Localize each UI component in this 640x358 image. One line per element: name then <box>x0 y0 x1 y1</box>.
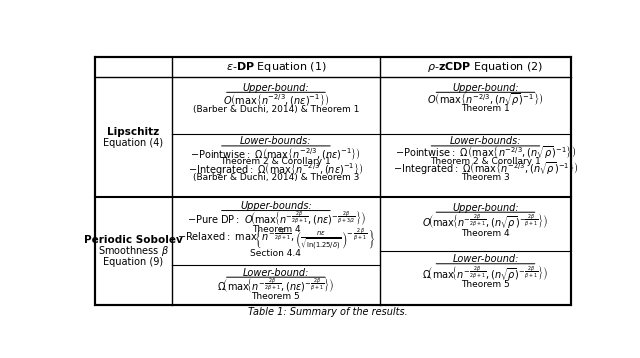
Text: $O\left(\max\left\{n^{-2/3}, (n\epsilon)^{-1}\right\}\right)$: $O\left(\max\left\{n^{-2/3}, (n\epsilon)… <box>223 92 329 107</box>
Text: Upper-bound:: Upper-bound: <box>243 83 309 93</box>
Text: $\mathrm{-Pointwise:}\ \Omega\left(\max\left\{n^{-2/3}, (n\sqrt{\rho})^{-1}\righ: $\mathrm{-Pointwise:}\ \Omega\left(\max\… <box>395 145 576 161</box>
Text: Theorem 3: Theorem 3 <box>461 173 510 182</box>
Text: Lipschitz: Lipschitz <box>107 127 159 137</box>
Text: $O\!\left(\max\!\left\{n^{-\frac{2\beta}{2\beta+1}}, (n\sqrt{\rho})^{-\frac{2\be: $O\!\left(\max\!\left\{n^{-\frac{2\beta}… <box>422 213 548 231</box>
Text: $\mathrm{-Pure\ DP:}\ O\!\left(\max\!\left\{n^{-\frac{2\beta}{2\beta+1}}, (n\eps: $\mathrm{-Pure\ DP:}\ O\!\left(\max\!\le… <box>186 209 365 228</box>
Text: $\mathrm{-Integrated:}\ \Omega\left(\max\left\{n^{-2/3}, (n\epsilon)^{-1}\right\: $\mathrm{-Integrated:}\ \Omega\left(\max… <box>188 161 364 177</box>
Text: $\rho$-$\mathbf{zCDP}$ Equation (2): $\rho$-$\mathbf{zCDP}$ Equation (2) <box>428 60 543 74</box>
Text: $\mathrm{-Pointwise:}\ \Omega\left(\max\left\{n^{-2/3}, (n\epsilon)^{-1}\right\}: $\mathrm{-Pointwise:}\ \Omega\left(\max\… <box>191 146 362 161</box>
Text: Theorem 2 & Corollary 1: Theorem 2 & Corollary 1 <box>430 157 541 166</box>
Text: Upper-bound:: Upper-bound: <box>452 203 519 213</box>
Text: Theorem 5: Theorem 5 <box>461 280 510 289</box>
Text: Theorem 5: Theorem 5 <box>252 292 300 301</box>
Text: Upper-bound:: Upper-bound: <box>452 83 519 93</box>
Text: Section 4.4: Section 4.4 <box>250 248 301 257</box>
Text: $\Omega\!\left(\max\!\left\{n^{-\frac{2\beta}{2\beta+1}}, (n\epsilon)^{-\frac{2\: $\Omega\!\left(\max\!\left\{n^{-\frac{2\… <box>218 277 335 295</box>
Text: Theorem 1: Theorem 1 <box>461 104 510 113</box>
Text: $\mathrm{-Relaxed:}\ \max\!\left\{n^{-\frac{2\beta}{2\beta+1}}, \left(\frac{n\ep: $\mathrm{-Relaxed:}\ \max\!\left\{n^{-\f… <box>177 226 375 252</box>
Text: Theorem 2 & Corollary 1: Theorem 2 & Corollary 1 <box>221 157 332 166</box>
Text: Lower-bound:: Lower-bound: <box>452 254 518 264</box>
Text: (Barber & Duchi, 2014) & Theorem 1: (Barber & Duchi, 2014) & Theorem 1 <box>193 105 359 114</box>
Text: $\mathrm{-Integrated:}\ \Omega\left(\max\left\{n^{-2/3}, (n\sqrt{\rho})^{-1}\rig: $\mathrm{-Integrated:}\ \Omega\left(\max… <box>392 161 579 177</box>
Text: Equation (4): Equation (4) <box>103 138 163 148</box>
Text: $O\left(\max\left\{n^{-2/3}, (n\sqrt{\rho})^{-1}\right\}\right)$: $O\left(\max\left\{n^{-2/3}, (n\sqrt{\rh… <box>427 91 544 108</box>
Text: Lower-bounds:: Lower-bounds: <box>240 136 312 146</box>
Text: Equation (9): Equation (9) <box>103 257 163 267</box>
Text: Lower-bounds:: Lower-bounds: <box>450 136 521 146</box>
Text: Lower-bound:: Lower-bound: <box>243 268 309 278</box>
Text: Table 1: Summary of the results.: Table 1: Summary of the results. <box>248 307 408 317</box>
Text: $\Omega\!\left(\max\!\left\{n^{-\frac{2\beta}{2\beta+1}}, (n\sqrt{\rho})^{-\frac: $\Omega\!\left(\max\!\left\{n^{-\frac{2\… <box>422 264 548 283</box>
Text: Theorem 4: Theorem 4 <box>461 229 510 238</box>
Text: Smoothness $\beta$: Smoothness $\beta$ <box>98 244 169 258</box>
Text: (Barber & Duchi, 2014) & Theorem 3: (Barber & Duchi, 2014) & Theorem 3 <box>193 173 359 182</box>
Text: Periodic Sobolev: Periodic Sobolev <box>84 235 182 245</box>
Text: Theorem 4: Theorem 4 <box>252 225 300 234</box>
Text: Upper-bounds:: Upper-bounds: <box>240 201 312 211</box>
Text: $\epsilon$-$\mathbf{DP}$ Equation (1): $\epsilon$-$\mathbf{DP}$ Equation (1) <box>226 60 326 74</box>
Bar <box>95 57 571 305</box>
